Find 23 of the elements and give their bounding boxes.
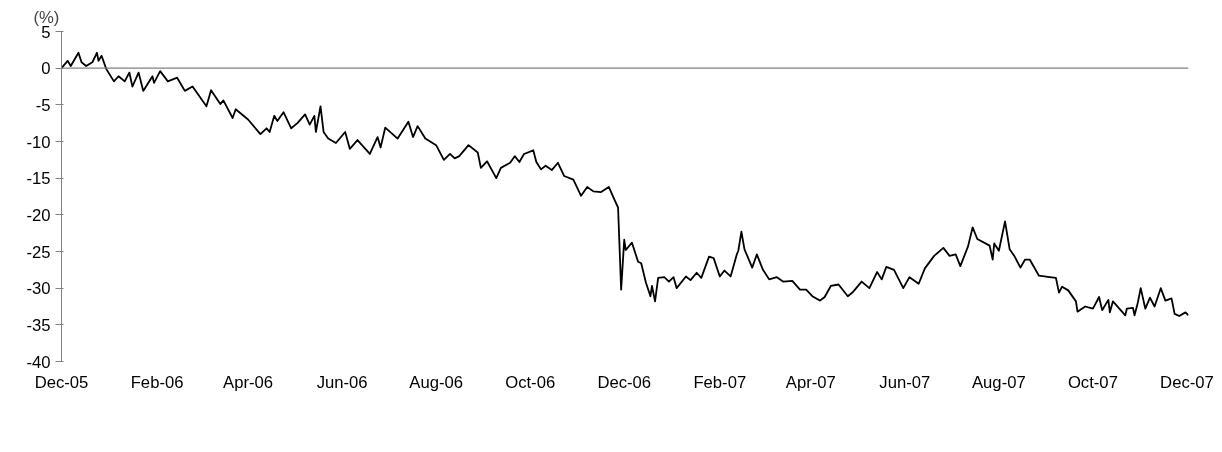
y-tick-label: -35 bbox=[26, 315, 51, 335]
x-tick-label: Dec-06 bbox=[597, 372, 652, 392]
y-tick-label: -25 bbox=[26, 242, 51, 262]
x-tick-label: Dec-07 bbox=[1160, 372, 1214, 392]
y-tick-label: 0 bbox=[41, 59, 51, 79]
y-tick-label: -10 bbox=[26, 132, 51, 152]
x-tick-label: Apr-06 bbox=[223, 372, 274, 392]
y-tick-label: -40 bbox=[26, 352, 51, 372]
x-tick-label: Feb-06 bbox=[130, 372, 184, 392]
y-tick-label: -5 bbox=[35, 95, 51, 115]
x-tick-label: Feb-07 bbox=[693, 372, 747, 392]
y-tick-label: -20 bbox=[26, 205, 51, 225]
y-tick-label: -30 bbox=[26, 279, 51, 299]
x-tick-label: Jun-06 bbox=[316, 372, 368, 392]
x-tick-label: Oct-07 bbox=[1067, 372, 1118, 392]
x-tick-label: Aug-07 bbox=[972, 372, 1026, 392]
x-tick-label: Jun-07 bbox=[879, 372, 931, 392]
x-tick-label: Aug-06 bbox=[409, 372, 463, 392]
x-tick-label: Oct-06 bbox=[505, 372, 556, 392]
x-tick-label: Apr-07 bbox=[785, 372, 836, 392]
y-tick-label: -15 bbox=[26, 169, 51, 189]
x-tick-label: Dec-05 bbox=[34, 372, 89, 392]
line-series bbox=[61, 51, 1189, 317]
